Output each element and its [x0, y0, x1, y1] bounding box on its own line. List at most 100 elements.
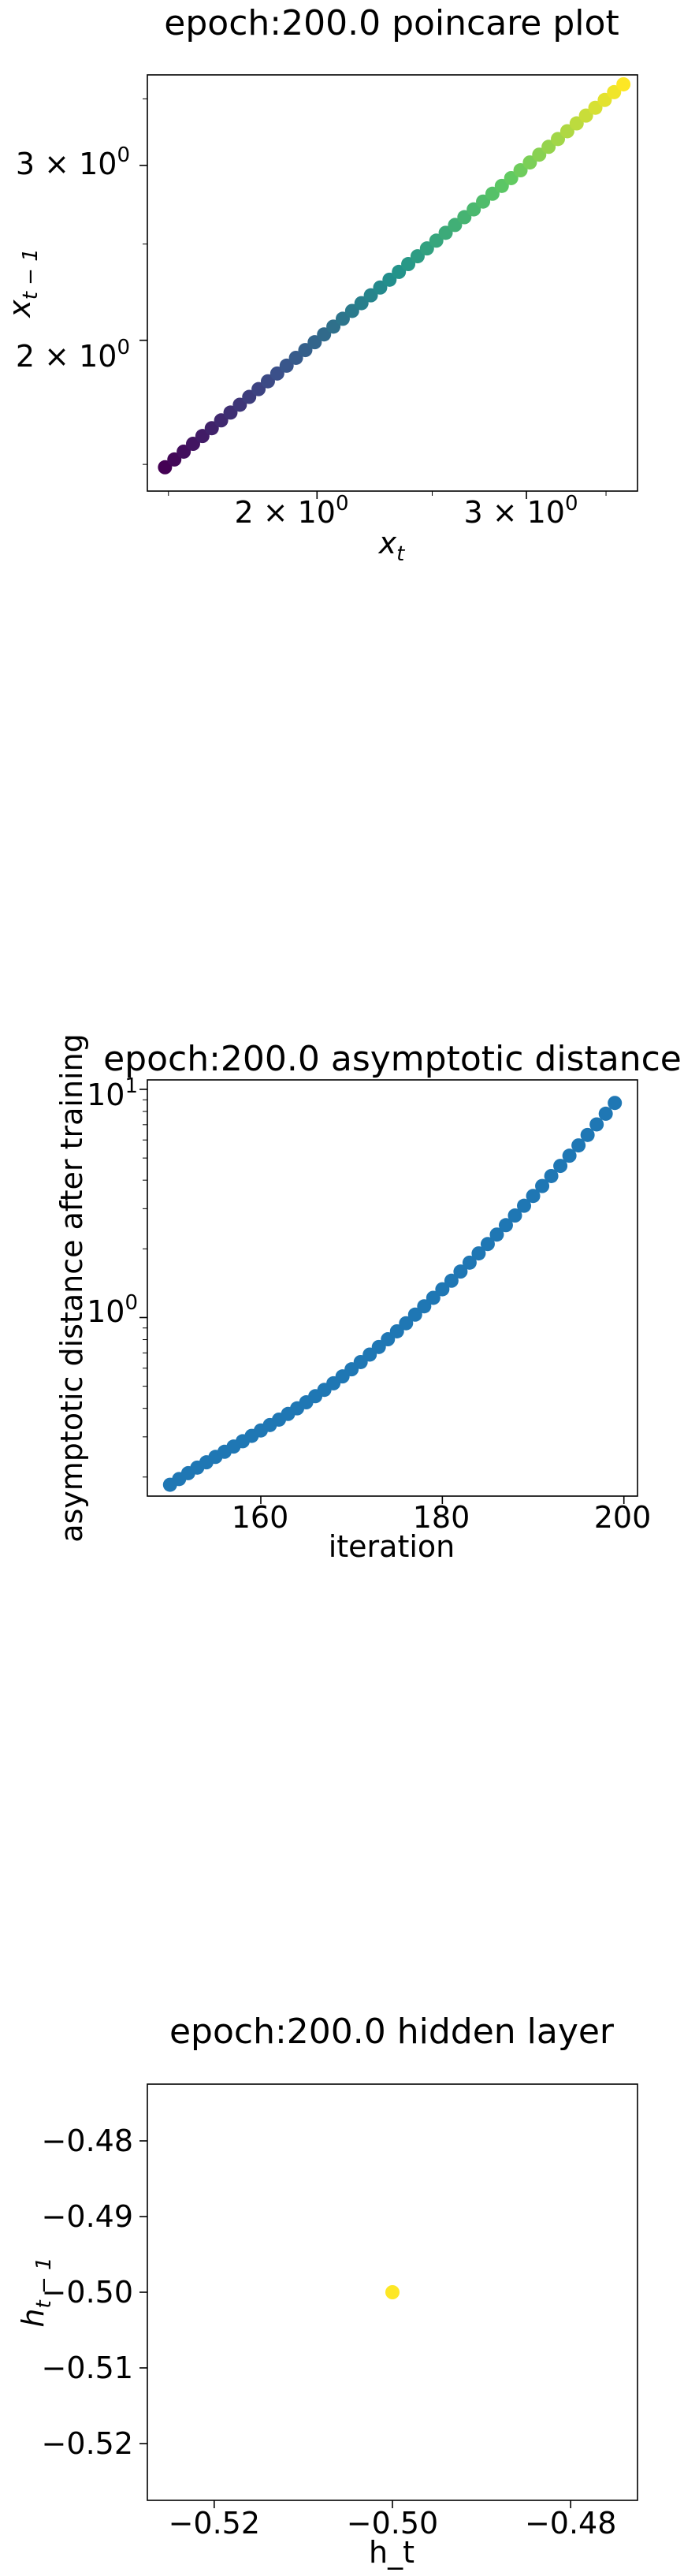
poincare-point — [504, 170, 519, 185]
poincare-point — [260, 374, 275, 389]
asymptotic-point — [526, 1189, 541, 1204]
asymptotic-point — [417, 1299, 432, 1314]
asymptotic-plot-area — [147, 1079, 638, 1497]
asymptotic-point — [407, 1307, 422, 1322]
asymptotic-point — [435, 1282, 450, 1297]
poincare-point — [513, 163, 528, 178]
asymptotic-ylabel: asymptotic distance after training — [54, 1033, 89, 1543]
asymptotic-point — [489, 1227, 504, 1242]
asymptotic-point — [562, 1148, 577, 1163]
poincare-point — [559, 124, 574, 139]
poincare-ticks — [139, 98, 607, 499]
asymptotic-ytick-label-1: 100 — [87, 1291, 138, 1329]
poincare-point — [429, 233, 444, 248]
poincare-point — [476, 194, 491, 209]
asymptotic-point — [399, 1316, 414, 1331]
poincare-point — [298, 343, 313, 358]
asymptotic-ytick-label-10: 101 — [87, 1074, 138, 1112]
asymptotic-ticks — [139, 1089, 625, 1504]
poincare-point — [177, 444, 191, 459]
poincare-point — [223, 405, 238, 420]
hidden-ytick-label-2: −0.50 — [42, 2275, 133, 2310]
asymptotic-point — [426, 1290, 441, 1305]
poincare-point — [354, 296, 369, 311]
hidden-ytick-label-0: −0.48 — [42, 2124, 133, 2158]
poincare-chart: epoch:200.0 poincare plot 2 × 100 3 × 10… — [2, 3, 638, 566]
poincare-point — [607, 84, 622, 99]
poincare-point — [616, 76, 631, 91]
poincare-point — [401, 257, 416, 272]
hidden-ticks — [139, 2140, 571, 2508]
poincare-point — [185, 437, 200, 452]
asymptotic-point — [598, 1106, 613, 1121]
poincare-point — [204, 421, 219, 436]
hidden-ytick-label-3: −0.51 — [42, 2351, 133, 2385]
asymptotic-xtick-label-160: 160 — [232, 1500, 289, 1535]
poincare-point — [214, 413, 229, 428]
poincare-point — [195, 429, 210, 444]
hidden-tick-labels: −0.52 −0.50 −0.48 −0.48 −0.49 −0.50 −0.51 −0.52 — [42, 2124, 617, 2541]
poincare-point — [485, 186, 500, 201]
poincare-point — [382, 272, 397, 287]
asymptotic-point — [444, 1273, 459, 1288]
asymptotic-point — [389, 1323, 404, 1338]
asymptotic-points — [162, 1096, 623, 1492]
asymptotic-point — [507, 1208, 522, 1223]
poincare-point — [373, 280, 388, 295]
poincare-point — [457, 210, 472, 225]
poincare-point — [551, 132, 566, 147]
hidden-xtick-label-2: −0.48 — [525, 2506, 616, 2541]
poincare-point — [588, 100, 603, 115]
poincare-point — [419, 241, 434, 256]
hidden-xtick-label-1: −0.50 — [347, 2506, 438, 2541]
asymptotic-point — [608, 1096, 623, 1111]
poincare-point — [335, 311, 350, 326]
poincare-ylabel: xt − 1 — [2, 248, 43, 318]
poincare-point — [438, 225, 453, 240]
poincare-xlabel: xt — [378, 526, 406, 566]
poincare-point — [410, 249, 425, 264]
hidden-title: epoch:200.0 hidden layer — [169, 2012, 615, 2052]
asymptotic-xtick-label-200: 200 — [594, 1500, 652, 1535]
poincare-plot-area — [147, 74, 638, 492]
hidden-xlabel: h_t — [369, 2535, 414, 2570]
asymptotic-point — [453, 1264, 468, 1279]
asymptotic-point — [498, 1218, 513, 1233]
asymptotic-point — [480, 1237, 495, 1252]
poincare-point — [167, 452, 182, 467]
poincare-point — [317, 327, 332, 342]
hidden-points — [385, 2285, 400, 2299]
asymptotic-point — [544, 1168, 559, 1183]
poincare-xtick-label-2: 2 × 100 — [234, 492, 348, 530]
asymptotic-point — [535, 1178, 550, 1193]
hidden-layer-chart: epoch:200.0 hidden layer −0.52 −0.50 −0.48… — [16, 2012, 638, 2570]
asymptotic-title: epoch:200.0 asymptotic distance — [103, 1039, 682, 1079]
poincare-point — [279, 358, 294, 373]
asymptotic-point — [462, 1255, 477, 1270]
hidden-xtick-label-0: −0.52 — [169, 2506, 260, 2541]
poincare-point — [344, 303, 359, 318]
asymptotic-point — [571, 1138, 586, 1153]
asymptotic-distance-chart: epoch:200.0 asymptotic distance 160 180 … — [54, 1033, 682, 1564]
poincare-ytick-label-3: 3 × 100 — [16, 143, 130, 181]
poincare-point — [522, 155, 537, 170]
asymptotic-point — [580, 1127, 595, 1142]
poincare-point — [448, 218, 463, 233]
asymptotic-point — [589, 1117, 604, 1132]
poincare-point — [270, 366, 284, 381]
hidden-ytick-label-1: −0.49 — [42, 2199, 133, 2234]
asymptotic-point — [517, 1198, 532, 1213]
poincare-point — [578, 108, 593, 123]
hidden-ytick-label-4: −0.52 — [42, 2426, 133, 2461]
poincare-point — [569, 116, 584, 131]
poincare-point — [158, 460, 173, 475]
asymptotic-point — [553, 1159, 568, 1174]
hidden-ylabel: ht − 1 — [16, 2257, 56, 2327]
poincare-title: epoch:200.0 poincare plot — [164, 3, 619, 43]
poincare-point — [541, 140, 556, 154]
poincare-point — [326, 319, 341, 334]
poincare-point — [392, 264, 407, 279]
poincare-point — [597, 92, 612, 107]
poincare-points — [158, 76, 631, 475]
